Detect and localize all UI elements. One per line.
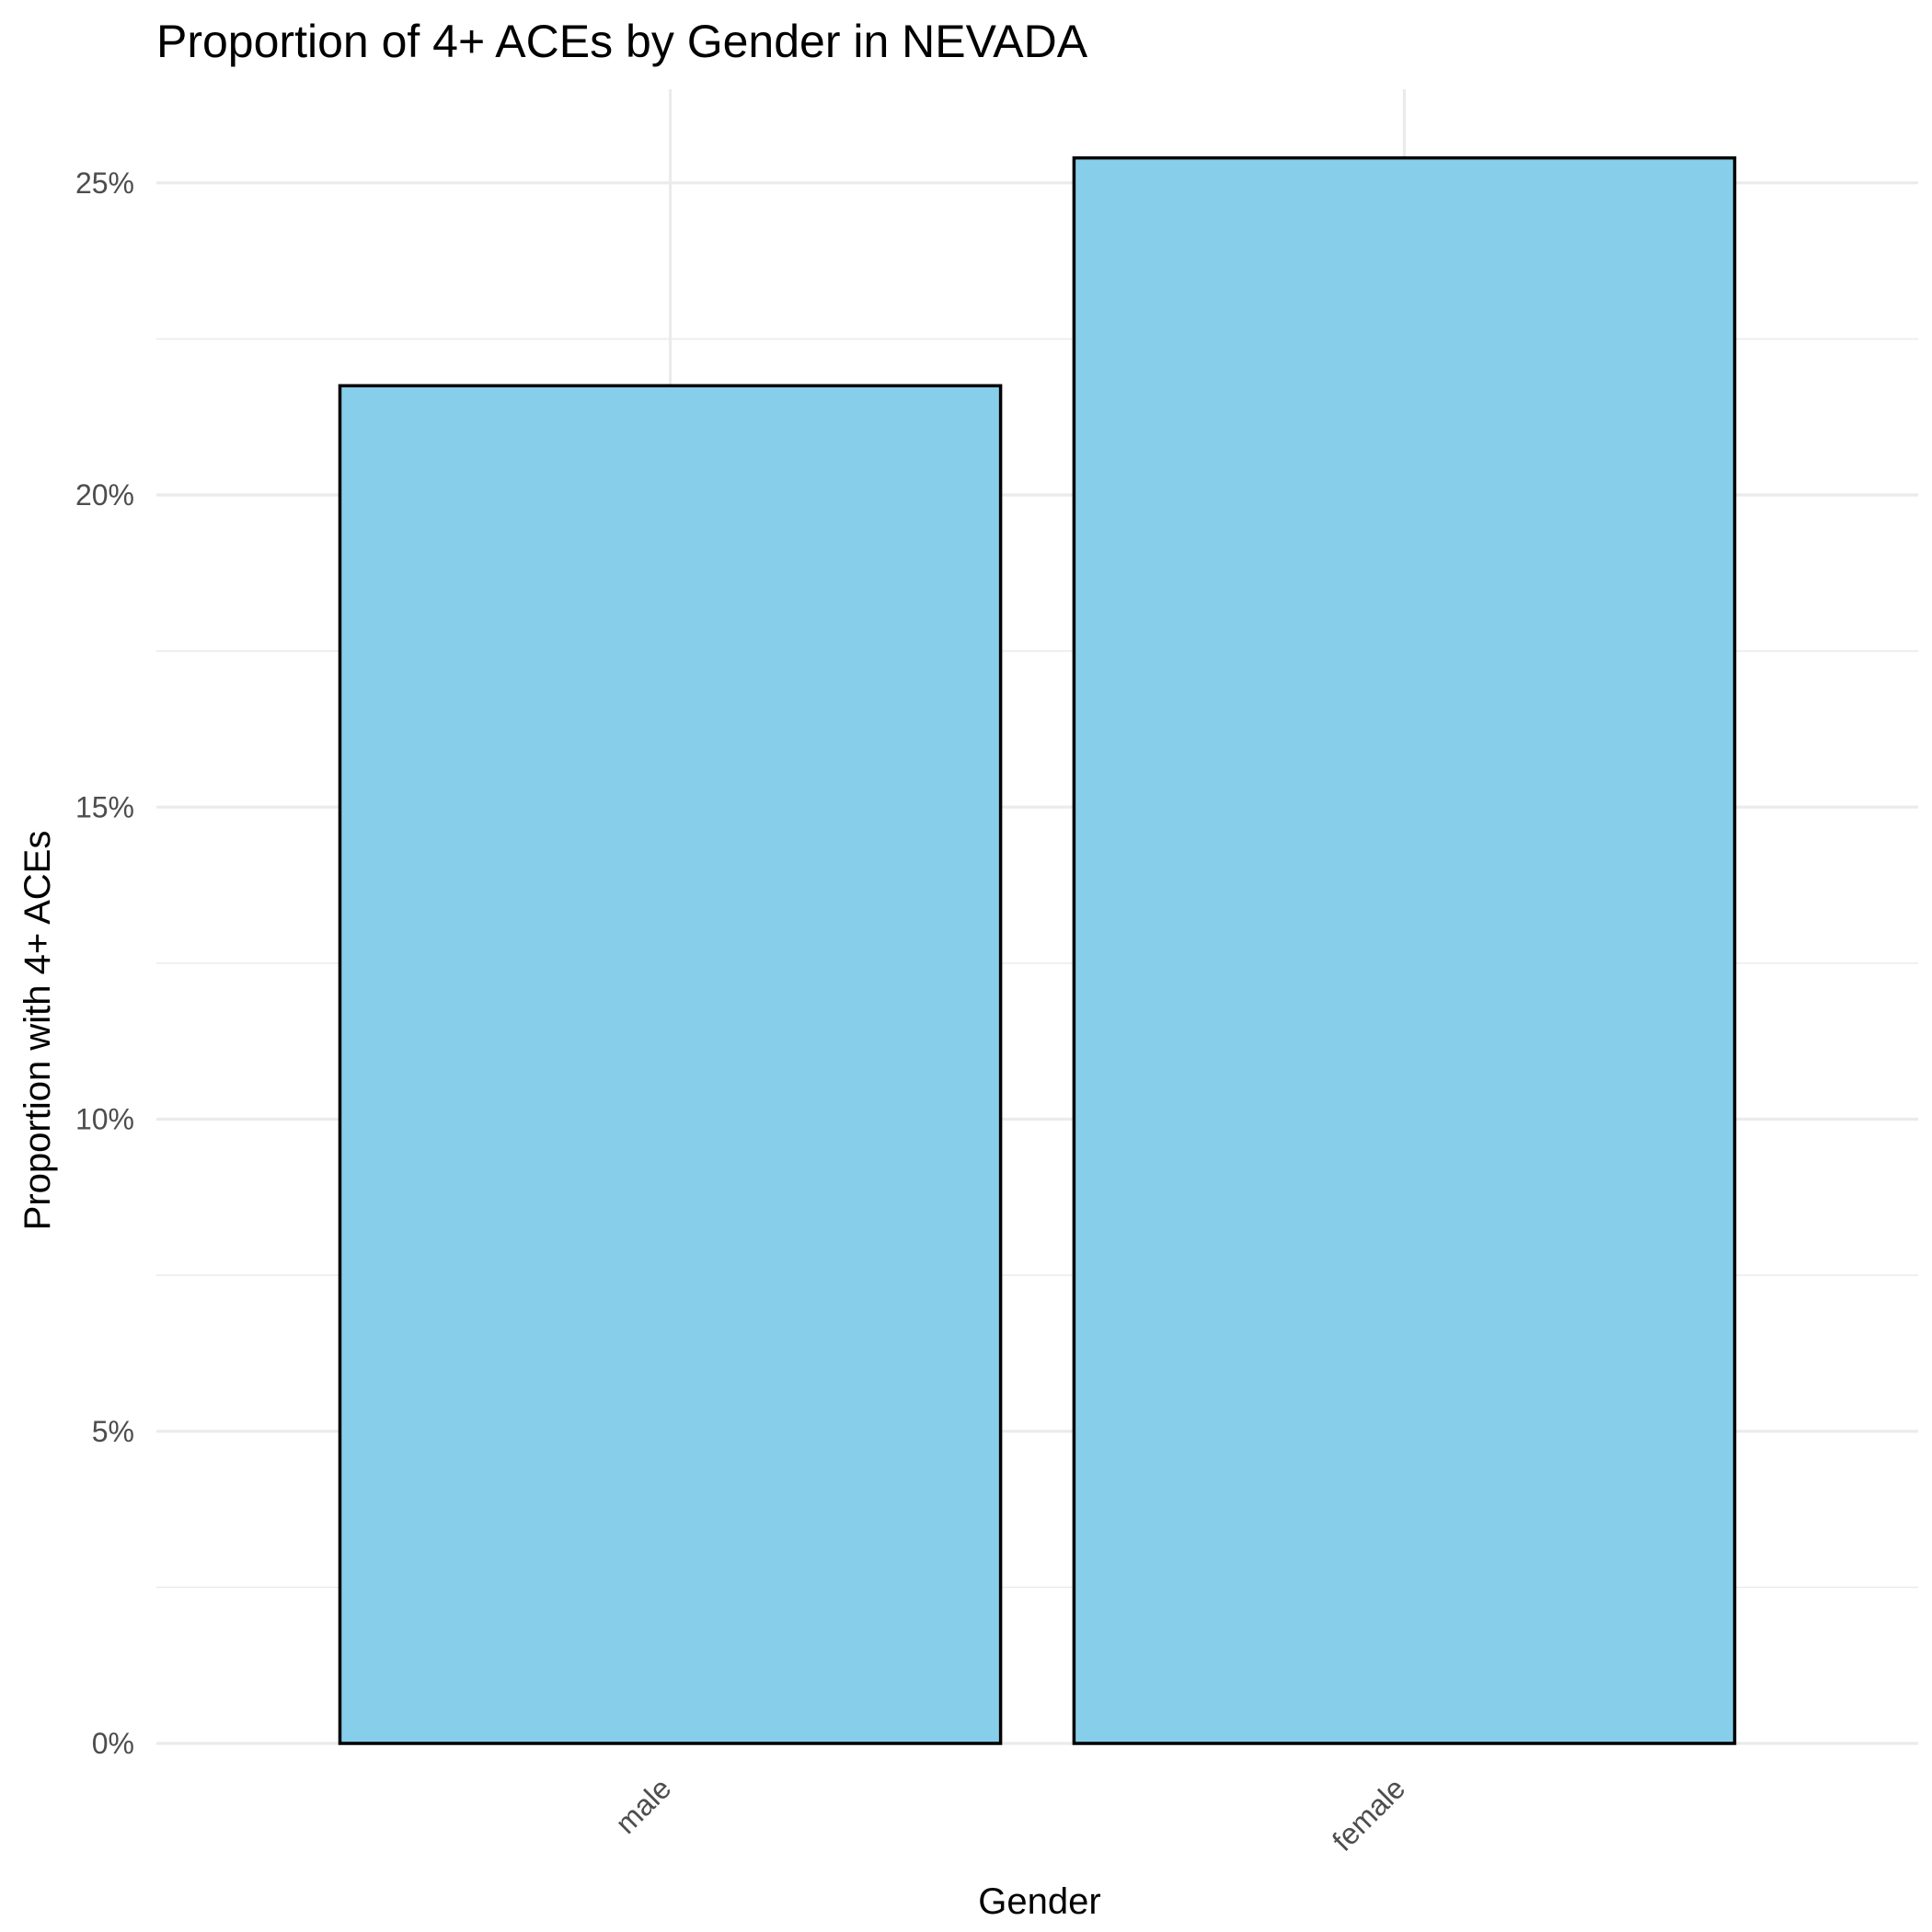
x-tick-label: female	[1326, 1772, 1411, 1857]
x-axis-ticks: male female	[609, 1772, 1411, 1857]
y-tick-label: 10%	[75, 1103, 134, 1136]
y-tick-label: 20%	[75, 478, 134, 512]
x-tick-label: male	[609, 1772, 678, 1841]
y-tick-label: 5%	[92, 1415, 134, 1448]
y-tick-label: 0%	[92, 1727, 134, 1760]
bar-female	[1072, 155, 1737, 1745]
bar-male	[338, 384, 1003, 1745]
x-axis-title: Gender	[978, 1881, 1100, 1922]
bars	[338, 155, 1737, 1745]
y-tick-label: 25%	[75, 167, 134, 200]
chart-title: Proportion of 4+ ACEs by Gender in NEVAD…	[156, 16, 1088, 67]
y-tick-label: 15%	[75, 790, 134, 823]
y-axis-title: Proportion with 4+ ACEs	[17, 831, 58, 1231]
y-axis-ticks: 0% 5% 10% 15% 20% 25%	[75, 167, 134, 1760]
